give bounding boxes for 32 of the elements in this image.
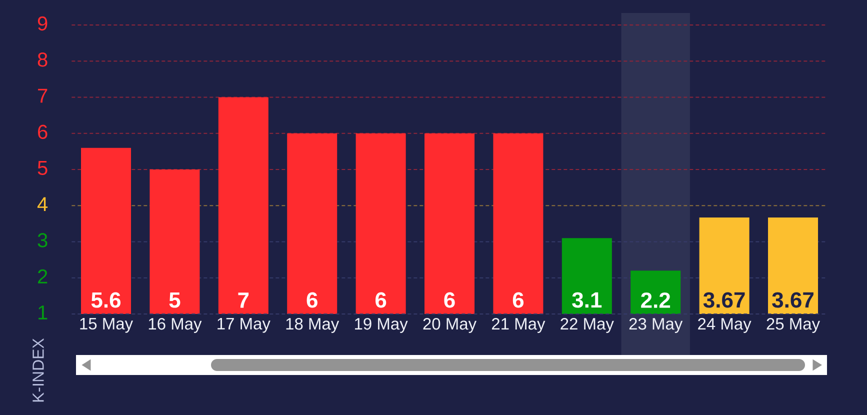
x-tick-label: 25 May bbox=[766, 318, 820, 333]
data-label: 6 bbox=[306, 292, 318, 308]
x-tick-label: 17 May bbox=[218, 318, 270, 333]
x-tick-label: 22 May bbox=[560, 318, 614, 333]
x-tick-label: 20 May bbox=[423, 318, 477, 333]
data-label: 7 bbox=[238, 292, 249, 308]
x-tick-label: 16 May bbox=[148, 318, 202, 333]
data-label: 3.67 bbox=[703, 292, 745, 308]
x-tick-label: 19 May bbox=[355, 318, 408, 333]
data-label: 3.1 bbox=[572, 292, 602, 308]
data-label: 2.2 bbox=[641, 292, 670, 308]
y-tick-label: 9 bbox=[38, 16, 48, 31]
data-label: 5 bbox=[169, 292, 180, 308]
data-label: 6 bbox=[444, 292, 455, 308]
data-label: 6 bbox=[512, 292, 524, 308]
x-tick-label: 21 May bbox=[492, 318, 546, 333]
x-tick-label: 18 May bbox=[286, 318, 340, 333]
y-tick-label: 3 bbox=[38, 233, 48, 248]
y-tick-label: 4 bbox=[37, 197, 48, 212]
y-tick-label: 1 bbox=[38, 306, 48, 320]
y-tick-label: 5 bbox=[38, 161, 48, 175]
y-tick-label: 2 bbox=[38, 269, 48, 284]
x-tick-label: 24 May bbox=[698, 318, 752, 333]
x-tick-label: 15 May bbox=[80, 318, 134, 333]
y-tick-label: 7 bbox=[38, 88, 48, 103]
y-axis-title: K-INDEX bbox=[32, 338, 44, 402]
x-tick-label: 23 May bbox=[629, 318, 683, 333]
y-tick-label: 8 bbox=[38, 52, 48, 67]
y-tick-label: 6 bbox=[38, 124, 48, 139]
data-label: 5.6 bbox=[91, 292, 120, 308]
data-label: 3.67 bbox=[772, 292, 814, 308]
data-label: 6 bbox=[376, 292, 386, 308]
